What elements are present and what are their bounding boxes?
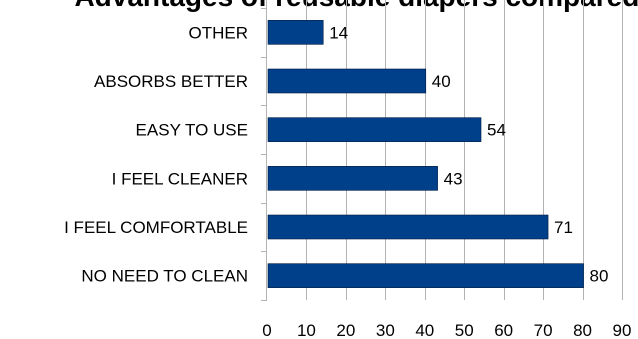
category-label: EASY TO USE [136,121,248,140]
bar-i-feel-comfortable [267,214,549,240]
data-label: 80 [590,267,609,286]
category-label: ABSORBS BETTER [94,72,248,91]
category-label: OTHER [189,23,249,42]
data-label: 14 [329,23,348,42]
data-label: 40 [432,72,451,91]
x-tick-label: 20 [336,321,355,339]
grid-lines [306,0,623,300]
bar-absorbs-better [267,68,427,94]
data-label: 54 [487,121,506,140]
bar-other [267,20,324,45]
bar-easy-to-use [267,117,482,142]
chart-title: Advantages of reusable diapers compared … [74,0,638,12]
x-tick-label: 70 [534,321,553,339]
axes: 0 10 20 30 40 50 60 70 80 90 [261,0,631,339]
bar-no-need-to-clean [267,263,584,288]
category-label: I FEEL COMFORTABLE [64,218,248,237]
x-tick-label: 10 [297,321,316,339]
x-tick-label: 0 [262,321,271,339]
x-tick-label: 50 [455,321,474,339]
data-label: 71 [554,218,573,237]
x-tick-label: 80 [573,321,592,339]
category-label: NO NEED TO CLEAN [81,267,248,286]
x-tick-label: 30 [376,321,395,339]
x-tick-label: 60 [494,321,513,339]
category-label: I FEEL CLEANER [112,169,248,188]
bars: OTHER 14 ABSORBS BETTER 40 EASY TO USE 54 I FE… [64,20,609,288]
x-tick-label: 90 [613,321,632,339]
x-tick-label: 40 [415,321,434,339]
data-label: 43 [444,169,463,188]
bar-i-feel-cleaner [267,166,438,191]
